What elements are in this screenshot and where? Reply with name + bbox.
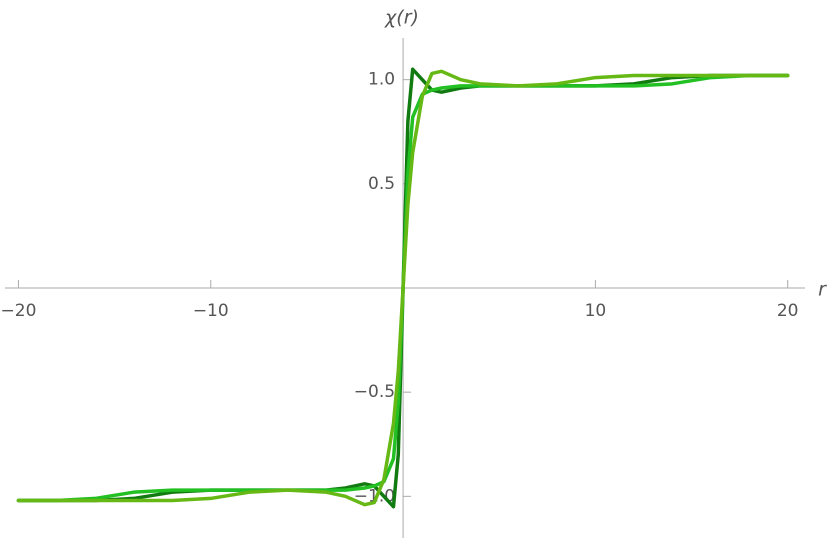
series-line — [16, 69, 790, 507]
x-tick-label: −20 — [1, 301, 37, 321]
x-tick-label: 20 — [777, 301, 799, 321]
y-tick-label: −1.0 — [354, 486, 395, 506]
y-axis-label: χ(r) — [384, 7, 419, 29]
x-tick-label: 10 — [585, 301, 607, 321]
x-axis-label: r — [818, 279, 827, 301]
y-tick-label: 1.0 — [368, 70, 395, 90]
y-tick-label: −0.5 — [354, 382, 395, 402]
x-tick-label: −10 — [193, 301, 229, 321]
y-tick-label: 0.5 — [368, 174, 395, 194]
